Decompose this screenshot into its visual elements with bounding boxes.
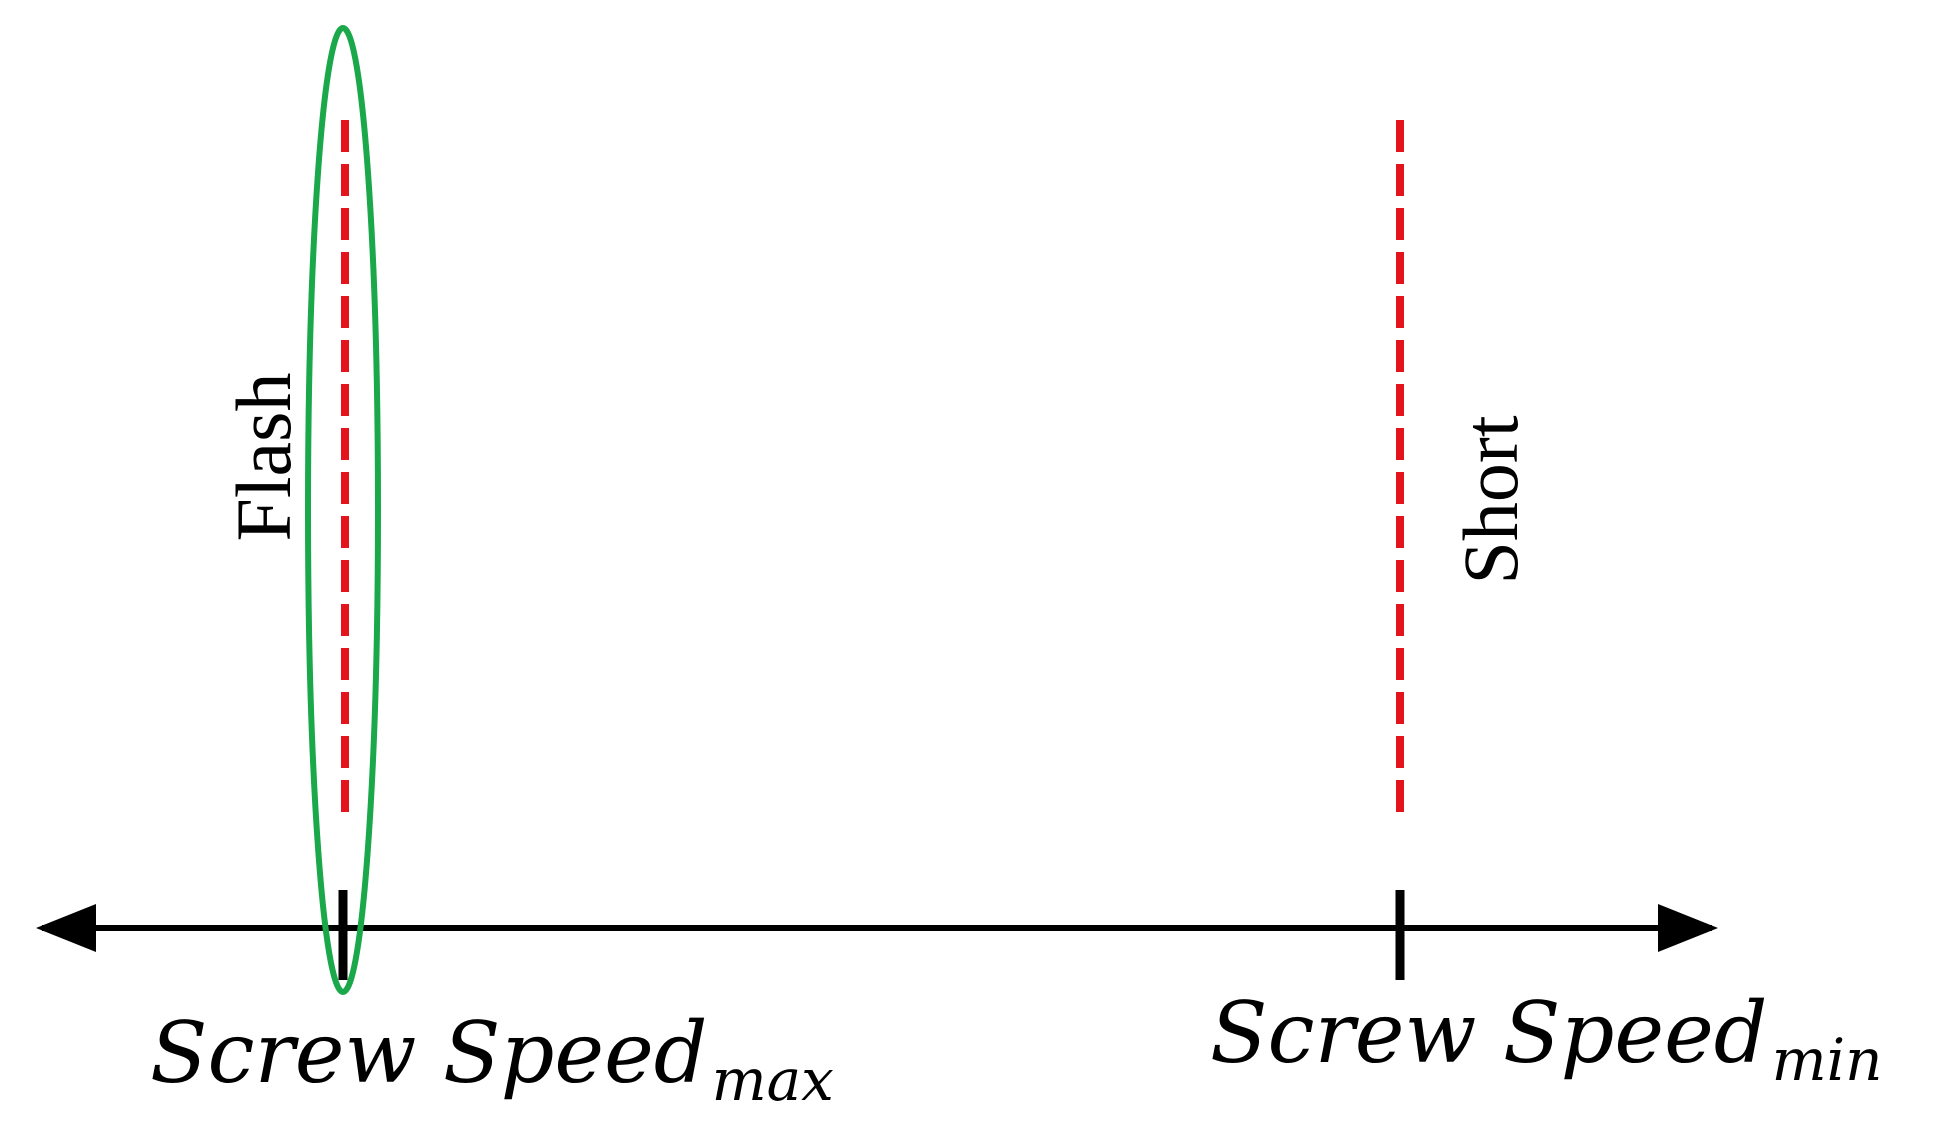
screw-speed-max-subscript: max bbox=[712, 1046, 834, 1114]
screw-speed-max-label: Screw Speedmax bbox=[150, 1004, 834, 1114]
flash-label: Flash bbox=[220, 372, 307, 541]
short-label: Short bbox=[1447, 415, 1534, 584]
screw-speed-max-base: Screw Speed bbox=[150, 1004, 708, 1102]
optimal-highlight-ellipse bbox=[305, 25, 381, 995]
screw-speed-min-base: Screw Speed bbox=[1210, 984, 1768, 1082]
screw-speed-min-subscript: min bbox=[1772, 1026, 1883, 1094]
screw-speed-min-label: Screw Speedmin bbox=[1210, 984, 1882, 1094]
